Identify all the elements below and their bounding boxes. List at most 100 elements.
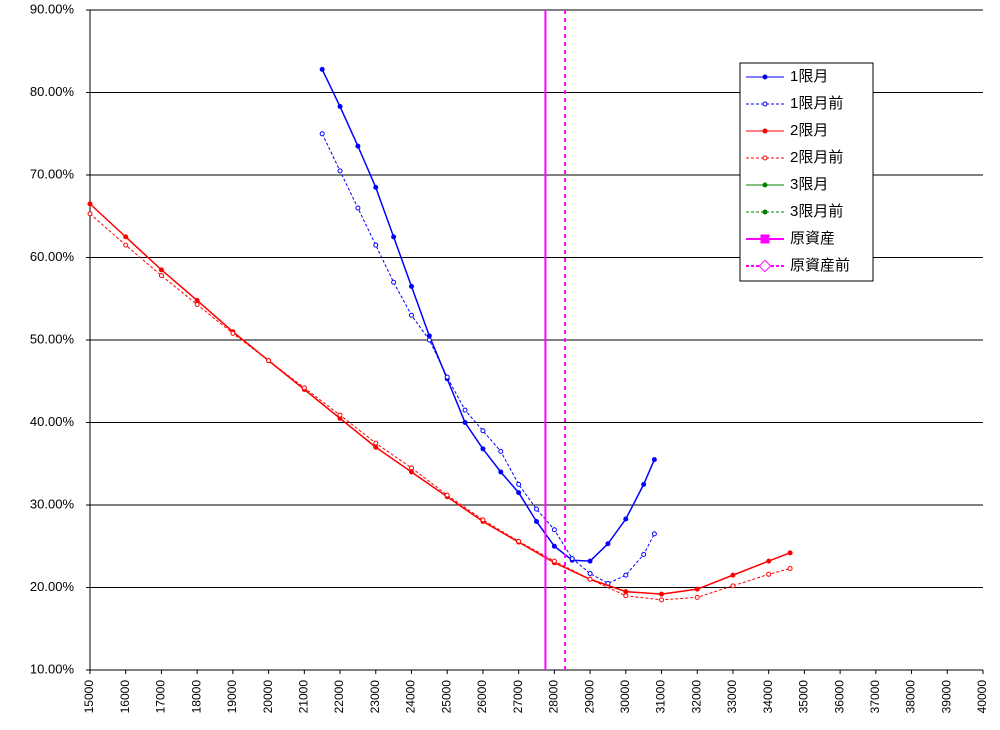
data-point [551, 558, 557, 564]
x-tick-label: 36000 [832, 680, 846, 714]
y-tick-label: 70.00% [30, 166, 75, 181]
data-point [408, 465, 414, 471]
data-point [694, 586, 700, 592]
data-point [498, 469, 504, 475]
y-tick-label: 30.00% [30, 496, 75, 511]
x-tick-label: 33000 [725, 680, 739, 714]
data-point [194, 302, 200, 308]
data-point [694, 594, 700, 600]
x-tick-label: 35000 [797, 680, 811, 714]
legend-label: 3限月 [790, 176, 828, 193]
data-point [444, 492, 450, 498]
data-point [659, 591, 665, 597]
data-point [623, 593, 629, 599]
legend-label: 原資産前 [790, 257, 850, 274]
x-tick-label: 40000 [975, 680, 989, 714]
x-tick-label: 29000 [582, 680, 596, 714]
x-tick-label: 39000 [939, 680, 953, 714]
legend-marker [762, 128, 768, 134]
x-tick-label: 18000 [189, 680, 203, 714]
data-point [551, 543, 557, 549]
data-point [730, 583, 736, 589]
data-point [480, 517, 486, 523]
data-point [337, 168, 343, 174]
data-point [123, 242, 129, 248]
x-tick-label: 32000 [689, 680, 703, 714]
data-point [587, 570, 593, 576]
series-line [89, 213, 791, 601]
data-point [355, 143, 361, 149]
data-point [158, 273, 164, 279]
data-point [516, 490, 522, 496]
x-tick-label: 27000 [511, 680, 525, 714]
x-tick-label: 26000 [475, 680, 489, 714]
legend-marker [762, 155, 768, 161]
x-tick-label: 15000 [82, 680, 96, 714]
x-tick-label: 31000 [654, 680, 668, 714]
data-point [623, 516, 629, 522]
y-tick-label: 40.00% [30, 414, 75, 429]
data-point [426, 333, 432, 339]
data-point [766, 558, 772, 564]
data-point [373, 444, 379, 450]
x-tick-label: 37000 [868, 680, 882, 714]
y-tick-label: 10.00% [30, 661, 75, 676]
data-point [730, 572, 736, 578]
x-tick-label: 30000 [618, 680, 632, 714]
legend-marker [762, 74, 768, 80]
y-tick-label: 20.00% [30, 579, 75, 594]
data-point [87, 201, 93, 207]
series-line [321, 69, 656, 562]
x-tick-label: 24000 [404, 680, 418, 714]
x-tick-label: 22000 [332, 680, 346, 714]
x-tick-label: 20000 [261, 680, 275, 714]
legend-label: 原資産 [790, 230, 835, 247]
data-point [408, 469, 414, 475]
x-tick-label: 25000 [439, 680, 453, 714]
data-point [641, 481, 647, 487]
data-point [587, 558, 593, 564]
data-point [444, 374, 450, 380]
data-point [787, 550, 793, 556]
data-point [766, 571, 772, 577]
legend-marker [760, 234, 770, 244]
data-point [426, 337, 432, 343]
legend-label: 3限月前 [790, 203, 843, 220]
data-point [319, 66, 325, 72]
data-point [266, 358, 272, 364]
data-point [408, 283, 414, 289]
x-tick-label: 17000 [154, 680, 168, 714]
legend-label: 1限月前 [790, 95, 843, 112]
data-point [551, 527, 557, 533]
x-tick-label: 21000 [296, 680, 310, 714]
legend-marker [762, 182, 768, 188]
legend-label: 1限月 [790, 68, 828, 85]
data-point [462, 420, 468, 425]
data-point [498, 448, 504, 454]
data-point [480, 446, 486, 452]
data-point [651, 531, 657, 537]
data-point [87, 211, 93, 217]
data-point [230, 330, 236, 336]
x-tick-label: 16000 [118, 680, 132, 714]
data-point [408, 312, 414, 318]
data-point [569, 556, 575, 562]
y-tick-label: 60.00% [30, 249, 75, 264]
data-point [373, 440, 379, 446]
y-tick-label: 90.00% [30, 1, 75, 16]
data-point [534, 519, 539, 524]
data-point [651, 457, 657, 463]
data-point [623, 589, 629, 595]
legend-label: 2限月前 [790, 149, 843, 166]
data-point [659, 597, 665, 603]
legend-marker [758, 259, 772, 273]
y-tick-label: 50.00% [30, 331, 75, 346]
data-point [587, 576, 593, 582]
data-point [337, 104, 343, 110]
y-tick-label: 80.00% [30, 84, 75, 99]
data-point [319, 131, 325, 137]
series-line [321, 133, 655, 584]
data-point [516, 538, 522, 544]
